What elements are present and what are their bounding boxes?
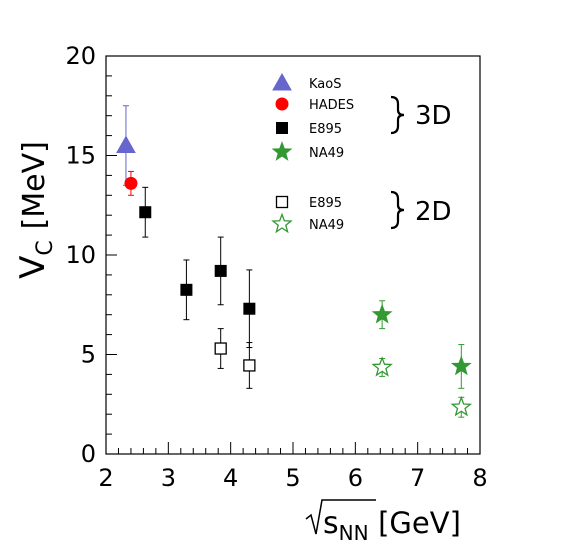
sqrt-symbol bbox=[305, 499, 376, 535]
x-axis-label-sub: NN bbox=[339, 521, 369, 545]
data-point bbox=[214, 264, 227, 277]
y-tick-label: 5 bbox=[81, 341, 96, 369]
x-tick-label: 3 bbox=[161, 464, 176, 492]
data-point bbox=[450, 395, 473, 417]
data-point bbox=[371, 356, 393, 377]
legend: KaoS HADES E895 NA49 E895 NA49 3D 2D bbox=[271, 72, 452, 234]
svg-text:VC [MeV]: VC [MeV] bbox=[13, 141, 58, 279]
series-hades-filled bbox=[124, 170, 138, 196]
group-brace-2d bbox=[390, 190, 405, 230]
data-point bbox=[124, 176, 138, 190]
data-point bbox=[116, 135, 136, 154]
data-point bbox=[180, 283, 193, 296]
y-tick-label: 20 bbox=[65, 42, 96, 70]
data-points bbox=[116, 105, 473, 418]
x-tick-label: 5 bbox=[285, 464, 300, 492]
x-tick-label: 2 bbox=[98, 464, 113, 492]
x-tick-label: 4 bbox=[223, 464, 238, 492]
x-axis-unit: [GeV] bbox=[378, 506, 461, 540]
y-axis-unit: [MeV] bbox=[17, 141, 52, 229]
x-tick-label: 8 bbox=[472, 464, 487, 492]
axis-ticks: 2 3 4 5 6 7 8 0 5 10 15 20 bbox=[65, 42, 487, 492]
legend-marker bbox=[275, 97, 289, 111]
data-point bbox=[371, 303, 393, 324]
y-tick-label: 10 bbox=[65, 241, 96, 269]
series-e895-open bbox=[214, 328, 256, 389]
x-axis-title: sNN [GeV] bbox=[305, 499, 461, 545]
legend-label: KaoS bbox=[309, 77, 341, 92]
legend-label: HADES bbox=[309, 98, 354, 113]
legend-label: NA49 bbox=[309, 218, 344, 233]
y-axis-label: V bbox=[13, 256, 53, 279]
legend-label: E895 bbox=[309, 196, 342, 211]
legend-label: NA49 bbox=[309, 146, 344, 161]
legend-marker bbox=[276, 122, 288, 134]
series-na49-open bbox=[371, 356, 473, 418]
group-brace-3d bbox=[390, 95, 405, 135]
legend-marker bbox=[275, 195, 289, 209]
data-point bbox=[214, 342, 227, 355]
svg-text:sNN [GeV]: sNN [GeV] bbox=[323, 506, 461, 545]
series-na49-filled bbox=[371, 300, 472, 389]
legend-label: E895 bbox=[309, 122, 342, 137]
y-tick-label: 15 bbox=[65, 142, 96, 170]
data-point bbox=[243, 359, 256, 372]
y-axis-label-sub: C bbox=[33, 240, 58, 255]
series-e895-filled bbox=[139, 186, 256, 349]
group-label-3d: 3D bbox=[415, 101, 452, 131]
group-label-2d: 2D bbox=[415, 197, 452, 227]
x-tick-label: 6 bbox=[348, 464, 363, 492]
data-point bbox=[139, 206, 152, 219]
legend-marker bbox=[271, 141, 293, 161]
data-point bbox=[450, 355, 472, 376]
data-point bbox=[243, 302, 256, 315]
legend-marker bbox=[272, 72, 292, 91]
y-axis-title: VC [MeV] bbox=[13, 141, 58, 279]
y-tick-label: 0 bbox=[81, 440, 96, 468]
x-tick-label: 7 bbox=[410, 464, 425, 492]
x-axis-label: s bbox=[323, 506, 339, 541]
legend-marker bbox=[271, 212, 293, 234]
